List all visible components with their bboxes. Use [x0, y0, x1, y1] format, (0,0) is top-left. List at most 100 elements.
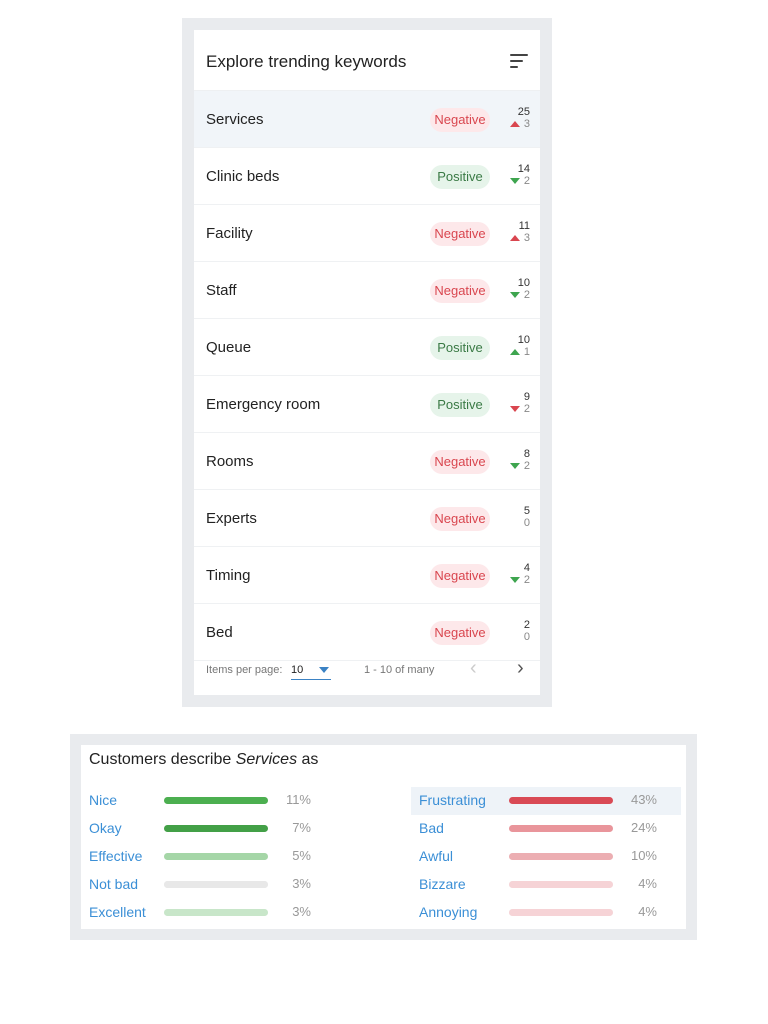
descriptor-bar-track	[509, 797, 613, 804]
descriptor-row[interactable]: Effective 5%	[81, 843, 351, 871]
mention-change: 2	[523, 574, 530, 586]
mention-change: 2	[523, 175, 530, 187]
keyword-row[interactable]: Experts Negative 5 0	[194, 490, 540, 547]
keyword-row[interactable]: Staff Negative 10 2	[194, 262, 540, 319]
sentiment-badge: Negative	[430, 450, 490, 474]
sentiment-badge: Positive	[430, 336, 490, 360]
keyword-row[interactable]: Services Negative 25 3	[194, 91, 540, 148]
keyword-name: Services	[206, 111, 264, 128]
title-prefix: Customers describe	[89, 751, 236, 768]
describe-card: Customers describe Services as Nice 11% Ok…	[81, 745, 686, 929]
keyword-row[interactable]: Timing Negative 4 2	[194, 547, 540, 604]
mention-change: 3	[523, 232, 530, 244]
descriptor-bar-track	[164, 881, 268, 888]
descriptor-word[interactable]: Okay	[89, 820, 122, 836]
descriptor-word[interactable]: Effective	[89, 848, 143, 864]
sentiment-badge: Negative	[430, 507, 490, 531]
descriptor-row[interactable]: Not bad 3%	[81, 871, 351, 899]
items-per-page-value: 10	[291, 664, 304, 676]
mention-change: 1	[523, 346, 530, 358]
mention-count: 5	[523, 505, 530, 517]
descriptor-percent: 24%	[630, 820, 657, 835]
descriptor-row[interactable]: Bizzare 4%	[411, 871, 681, 899]
descriptor-word[interactable]: Annoying	[419, 904, 478, 920]
mention-count: 11	[518, 220, 530, 232]
filter-list-icon[interactable]	[510, 54, 530, 70]
descriptor-bar	[509, 881, 613, 888]
descriptor-bar	[509, 909, 613, 916]
mention-count: 8	[523, 448, 530, 460]
descriptor-row[interactable]: Nice 11%	[81, 787, 351, 815]
title-suffix: as	[297, 751, 319, 768]
sentiment-badge: Positive	[430, 165, 490, 189]
descriptor-bar	[164, 881, 268, 888]
trend-down-icon	[510, 463, 520, 469]
sentiment-badge: Negative	[430, 222, 490, 246]
descriptor-word[interactable]: Not bad	[89, 876, 139, 892]
descriptor-bar	[164, 825, 268, 832]
mention-count: 10	[517, 277, 530, 289]
sentiment-badge: Negative	[430, 279, 490, 303]
trend-up-icon	[510, 349, 520, 355]
descriptor-word[interactable]: Frustrating	[419, 792, 486, 808]
sentiment-badge: Negative	[430, 621, 490, 645]
mention-count: 10	[517, 334, 530, 346]
negative-descriptor-list: Frustrating 43% Bad 24% Awful 10% Bizzare 4% Ann…	[411, 787, 681, 927]
keyword-row[interactable]: Bed Negative 2 0	[194, 604, 540, 661]
descriptor-percent: 10%	[630, 848, 657, 863]
page-range-label: 1 - 10 of many	[364, 664, 435, 676]
keyword-trend: 11 3	[500, 220, 530, 250]
descriptor-row[interactable]: Frustrating 43%	[411, 787, 681, 815]
previous-page-button[interactable]: ‹	[470, 657, 477, 679]
descriptor-percent: 5%	[292, 848, 311, 863]
mention-change: 3	[523, 118, 530, 130]
keyword-row[interactable]: Facility Negative 11 3	[194, 205, 540, 262]
keyword-name: Emergency room	[206, 396, 321, 413]
mention-count: 2	[523, 619, 530, 631]
keyword-name: Clinic beds	[206, 168, 280, 185]
trend-down-icon	[510, 577, 520, 583]
keyword-name: Queue	[206, 339, 252, 356]
descriptor-bar-track	[509, 881, 613, 888]
descriptor-row[interactable]: Bad 24%	[411, 815, 681, 843]
descriptor-row[interactable]: Awful 10%	[411, 843, 681, 871]
descriptor-row[interactable]: Annoying 4%	[411, 899, 681, 927]
keywords-card-header: Explore trending keywords	[194, 30, 540, 91]
next-page-button[interactable]: ›	[517, 657, 524, 679]
descriptor-word[interactable]: Awful	[419, 848, 453, 864]
keyword-row[interactable]: Queue Positive 10 1	[194, 319, 540, 376]
keyword-trend: 25 3	[500, 106, 530, 136]
keyword-name: Facility	[206, 225, 253, 242]
keyword-trend: 10 1	[500, 334, 530, 364]
items-per-page-select[interactable]: 10	[291, 661, 331, 680]
descriptor-bar	[164, 853, 268, 860]
descriptor-word[interactable]: Bizzare	[419, 876, 466, 892]
descriptor-word[interactable]: Bad	[419, 820, 444, 836]
descriptor-percent: 43%	[630, 792, 657, 807]
descriptor-bar-track	[164, 797, 268, 804]
pagination-bar: Items per page: 10 1 - 10 of many ‹ ›	[194, 645, 540, 695]
descriptor-row[interactable]: Okay 7%	[81, 815, 351, 843]
descriptor-word[interactable]: Nice	[89, 792, 118, 808]
keyword-row[interactable]: Emergency room Positive 9 2	[194, 376, 540, 433]
descriptor-bar	[509, 853, 613, 860]
descriptor-row[interactable]: Excellent 3%	[81, 899, 351, 927]
descriptor-percent: 3%	[292, 876, 311, 891]
trend-down-icon	[510, 178, 520, 184]
mention-change: 2	[523, 289, 530, 301]
positive-descriptor-list: Nice 11% Okay 7% Effective 5% Not bad 3% Excelle…	[81, 787, 351, 927]
keyword-row[interactable]: Clinic beds Positive 14 2	[194, 148, 540, 205]
sentiment-badge: Negative	[430, 564, 490, 588]
descriptor-word[interactable]: Excellent	[89, 904, 146, 920]
descriptor-bar	[509, 825, 613, 832]
descriptor-bar-track	[164, 825, 268, 832]
keywords-card: Explore trending keywords Services Negati…	[194, 30, 540, 695]
keyword-row[interactable]: Rooms Negative 8 2	[194, 433, 540, 490]
keyword-trend: 10 2	[500, 277, 530, 307]
keyword-name: Timing	[206, 567, 251, 584]
keyword-name: Bed	[206, 624, 233, 641]
descriptor-bar-track	[509, 853, 613, 860]
